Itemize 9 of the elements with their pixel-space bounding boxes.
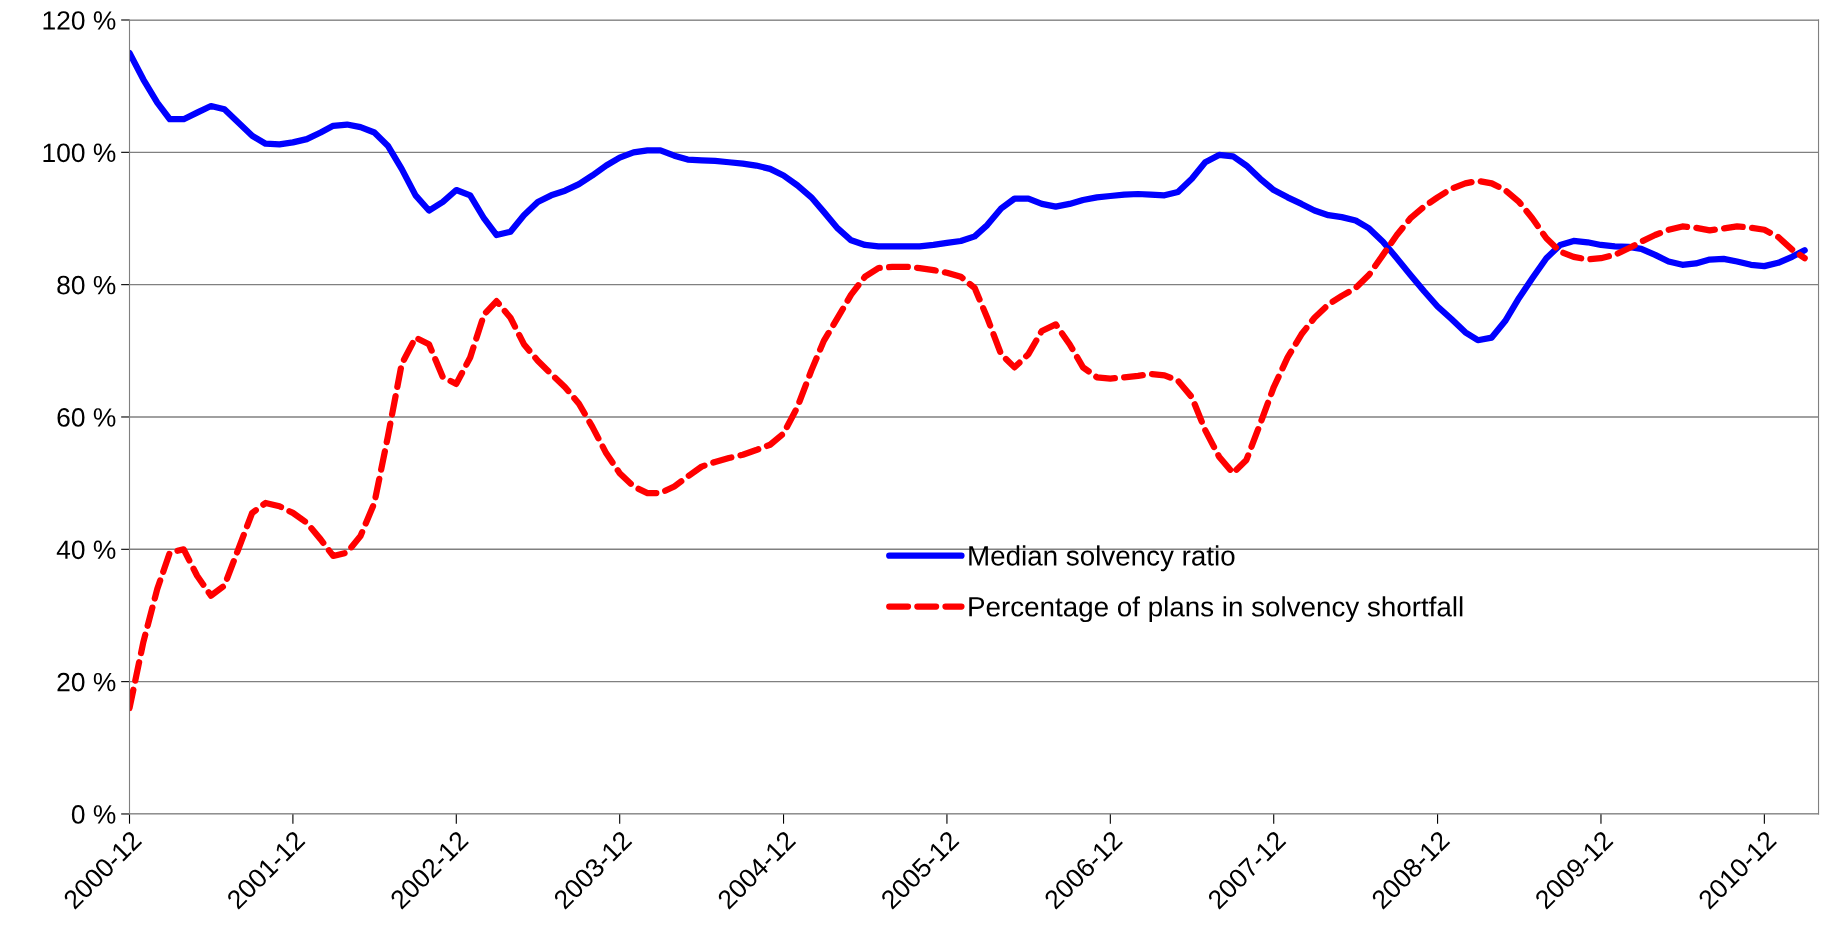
y-tick-label: 0 % xyxy=(71,805,116,824)
y-tick-label: 80 % xyxy=(57,275,116,295)
y-tick-label: 120 % xyxy=(43,11,116,30)
y-tick-label: 20 % xyxy=(57,672,116,692)
legend-label: Percentage of plans in solvency shortfall xyxy=(969,596,1463,623)
y-tick-label: 100 % xyxy=(43,143,116,163)
y-tick-label: 60 % xyxy=(57,408,116,427)
legend-label: Median solvency ratio xyxy=(969,545,1235,572)
y-tick-label: 40 % xyxy=(56,540,116,560)
